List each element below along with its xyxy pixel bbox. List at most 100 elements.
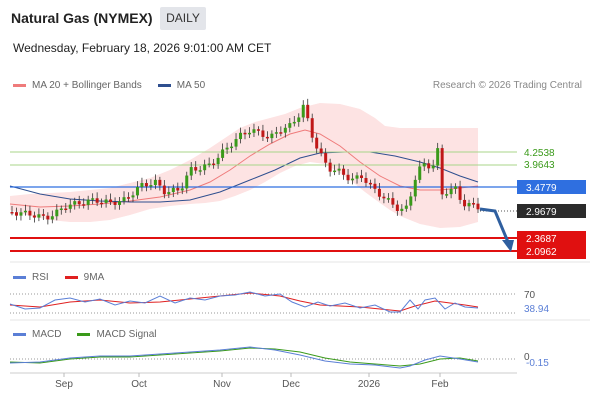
candle-body [118,201,122,205]
macd-level-label: 0 [524,352,530,363]
candle-body [449,188,453,195]
rsi-9ma-line [9,292,479,312]
candle-body [409,196,413,206]
level-label-2.0962: 2.0962 [526,247,557,258]
candle-body [463,199,467,207]
candle-body [203,164,207,171]
candle-body [194,167,198,171]
candle-body [55,209,59,217]
macd-swatch [13,333,26,336]
candle-body [283,127,287,133]
level-label-3.4779: 3.4779 [526,183,557,194]
candle-body [377,188,381,197]
forecast-arrow [479,207,510,243]
timeframe-badge[interactable]: DAILY [160,7,206,30]
candle-body [355,175,359,179]
candle-body [46,215,50,220]
candle-body [324,153,328,163]
rsi-legend-label: RSI [32,272,49,283]
rsi-legend: RSI 9MA [13,272,120,283]
candle-body [400,208,404,211]
candle-body [95,198,99,203]
candle-body [28,210,32,216]
candle-body [14,212,18,216]
macd-signal-legend-label: MACD Signal [96,329,157,340]
candle-body [436,148,440,166]
candle-body [171,187,175,193]
candle-body [230,146,234,149]
candle-body [342,168,346,175]
candlesticks [10,98,480,225]
current-price-label: 2.9679 [526,207,557,218]
candle-body [23,210,27,213]
x-axis: Sep Oct Nov Dec 2026 Feb [55,373,449,390]
forecast-arrowhead [502,240,514,252]
instrument-title: Natural Gas (NYMEX) [11,10,153,26]
candle-body [467,203,471,207]
candle-body [176,187,180,191]
level-label-3.9643: 3.9643 [524,160,555,171]
candle-body [37,214,41,218]
candle-body [337,168,341,171]
candle-body [19,212,23,216]
level-box-2.0962 [517,245,586,259]
macd-legend-label: MACD [32,329,62,340]
candle-body [445,194,449,196]
ma50-swatch [157,84,171,87]
candle-body [247,132,251,135]
candle-body [418,166,422,180]
candle-body [454,186,458,189]
rsi-level-label: 70 [524,290,536,301]
candle-body [422,163,426,167]
main-legend: MA 20 + Bollinger Bands MA 50 [13,80,221,91]
x-tick-label-feb: Feb [431,379,449,390]
candle-body [386,198,390,200]
candle-body [216,157,220,165]
candle-body [413,179,417,197]
candle-body [310,118,314,138]
macd-signal-swatch [77,333,91,336]
candle-body [158,179,162,186]
rsi-swatch [13,276,26,279]
candle-body [167,192,171,195]
candle-body [431,165,435,169]
candle-body [221,149,225,158]
x-tick-label-2026: 2026 [358,379,381,390]
candle-body [122,197,126,202]
candle-body [225,147,229,150]
candle-body [360,175,363,179]
credit-text: Research © 2026 Trading Central [432,80,582,91]
candle-body [135,186,139,196]
x-tick-label-sep: Sep [55,379,73,390]
candle-body [59,208,63,211]
level-box-2.3687 [517,231,586,245]
candle-body [368,182,372,185]
rsi-line [9,291,479,313]
candle-body [86,199,90,205]
level-box-3.4779 [517,180,586,194]
x-tick-label-nov: Nov [213,379,231,390]
candle-body [351,178,355,181]
candle-body [189,167,193,176]
candle-body [109,199,113,203]
candle-body [234,139,238,147]
candle-body [41,214,45,216]
candle-body [153,179,157,186]
candle-body [113,202,117,205]
x-tick-label-dec: Dec [282,379,300,390]
candle-body [319,148,323,154]
candle-body [427,163,431,169]
candle-body [404,205,408,209]
candle-body [127,197,130,199]
macd-line [9,346,479,369]
candle-body [395,204,399,211]
candle-body [292,121,296,124]
candle-body [64,208,68,211]
rsi-current-label: 38.94 [524,304,549,315]
candle-body [185,175,189,189]
candle-body [82,204,86,206]
candle-body [180,188,184,191]
rsi-9ma-legend-label: 9MA [83,272,105,283]
macd-legend: MACD MACD Signal [13,329,172,340]
